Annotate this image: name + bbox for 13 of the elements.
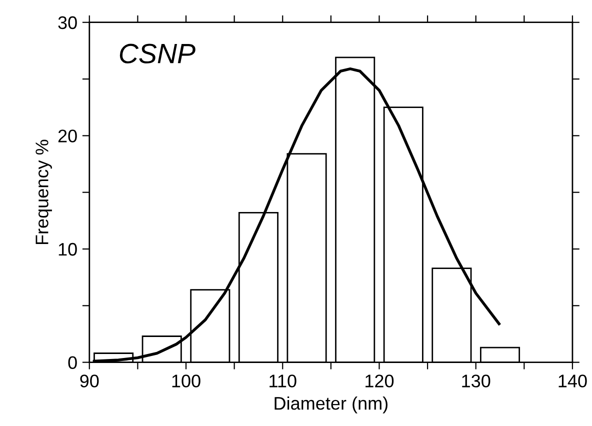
x-tick-label: 100 <box>172 374 200 388</box>
x-tick-label: 110 <box>270 374 296 388</box>
y-tick-label: 0 <box>68 356 77 370</box>
y-tick-label: 10 <box>58 242 77 256</box>
y-tick-label: 20 <box>58 130 77 142</box>
x-tick-label: 90 <box>80 374 99 388</box>
x-tick-label: 140 <box>558 374 587 388</box>
x-tick-label: 130 <box>462 374 490 388</box>
x-axis-title: Diameter (nm) <box>274 396 388 414</box>
y-axis-title: Frequency % <box>36 140 52 244</box>
x-tick-label: 120 <box>366 374 394 388</box>
y-tick-label: 30 <box>58 16 77 30</box>
annotation: CSNP <box>120 44 196 64</box>
